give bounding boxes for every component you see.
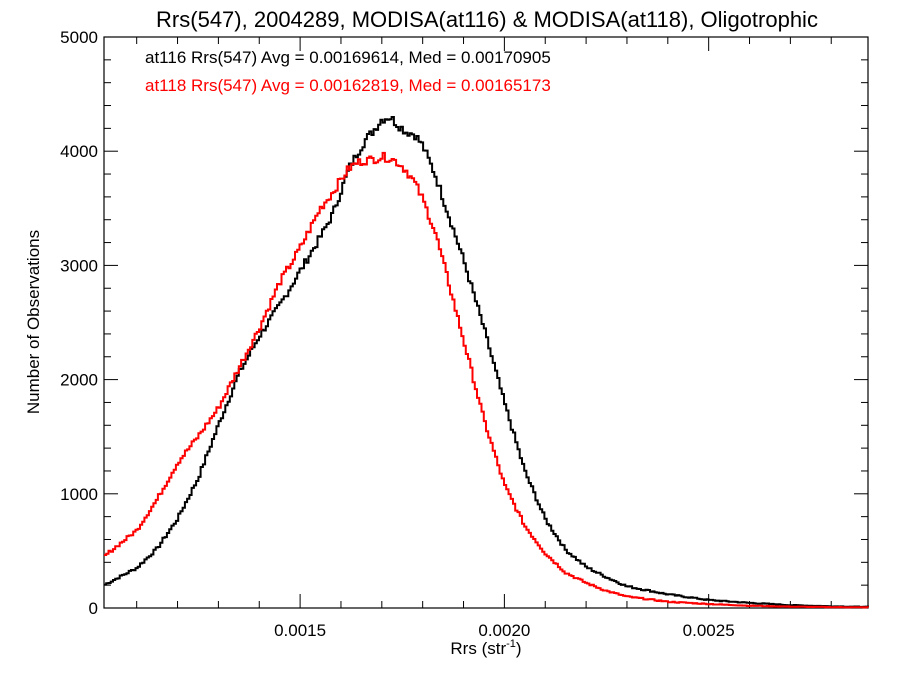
- y-tick-label: 5000: [60, 28, 98, 47]
- x-axis-label-main: Rrs (str: [450, 639, 506, 658]
- x-tick-label: 0.0025: [683, 621, 735, 640]
- y-axis-ticks: 0 1000 2000 3000 4000 5000: [60, 28, 868, 618]
- legend-entry-at116: at116 Rrs(547) Avg = 0.00169614, Med = 0…: [145, 48, 551, 67]
- y-tick-label: 4000: [60, 142, 98, 161]
- y-tick-label: 2000: [60, 371, 98, 390]
- x-tick-label: 0.0015: [274, 621, 326, 640]
- series-lines: [104, 116, 869, 609]
- y-tick-label: 3000: [60, 256, 98, 275]
- series-line-at118: [104, 151, 869, 609]
- chart-title: Rrs(547), 2004289, MODISA(at116) & MODIS…: [156, 7, 818, 32]
- plot-area: [103, 36, 869, 609]
- y-axis-label: Number of Observations: [24, 230, 43, 414]
- x-axis-label: Rrs (str-1): [450, 638, 521, 658]
- x-tick-label: 0.0020: [478, 621, 530, 640]
- y-tick-label: 0: [89, 599, 98, 618]
- y-tick-label: 1000: [60, 485, 98, 504]
- x-axis-label-close: ): [516, 639, 522, 658]
- x-axis-label-superscript: -1: [506, 638, 516, 650]
- series-line-at116: [104, 116, 869, 608]
- legend-entry-at118: at118 Rrs(547) Avg = 0.00162819, Med = 0…: [145, 76, 551, 95]
- x-axis-ticks: 0.0015 0.0020 0.0025: [136, 37, 832, 640]
